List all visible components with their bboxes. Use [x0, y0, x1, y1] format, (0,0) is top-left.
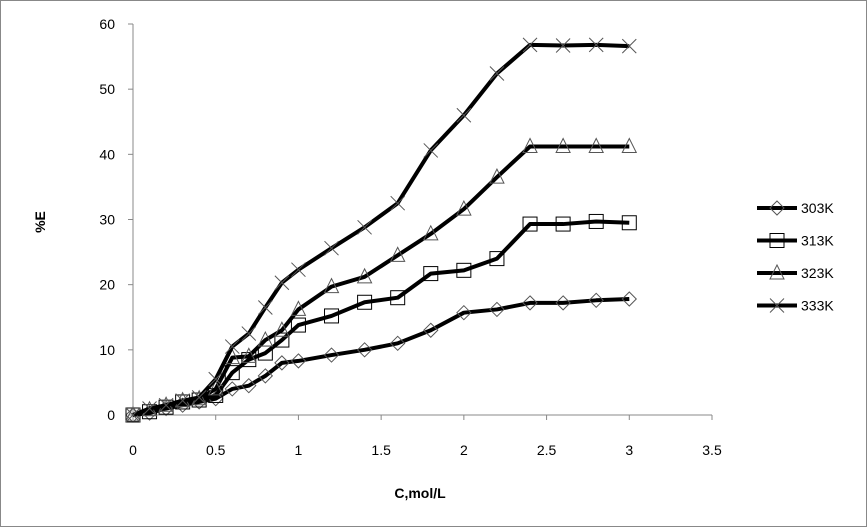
triangle-marker: [274, 321, 290, 337]
square-marker: [588, 213, 604, 229]
legend-item: 303K: [757, 200, 834, 216]
y-tick-label: 60: [99, 16, 115, 32]
legend-item: 323K: [757, 263, 834, 281]
triangle-marker: [769, 263, 785, 280]
y-tick-label: 30: [99, 212, 115, 228]
x-tick-label: 3: [625, 442, 633, 458]
x-marker: [191, 390, 207, 405]
triangle-marker: [207, 379, 224, 396]
triangle-marker: [621, 137, 638, 154]
x-tick-label: 1.5: [371, 442, 391, 458]
x-marker: [456, 107, 472, 123]
legend-item: 313K: [757, 233, 834, 249]
square-marker: [555, 216, 571, 232]
x-tick-label: 2: [460, 442, 468, 458]
x-marker: [769, 298, 785, 313]
y-tick-label: 20: [99, 277, 115, 293]
triangle-marker: [522, 137, 538, 154]
x-marker: [324, 240, 339, 256]
y-tick-label: 40: [99, 146, 115, 162]
x-tick-label: 1: [295, 442, 303, 458]
square-marker: [456, 262, 472, 278]
x-marker: [257, 300, 273, 315]
x-marker: [241, 326, 257, 341]
y-tick-label: 10: [99, 342, 115, 358]
x-marker: [357, 219, 372, 235]
triangle-marker: [290, 300, 307, 316]
square-marker: [621, 215, 637, 231]
diamond-marker: [389, 335, 406, 352]
diamond-marker: [224, 381, 240, 397]
legend-item: 333K: [757, 298, 834, 314]
x-marker: [224, 339, 240, 354]
square-marker: [522, 216, 538, 232]
x-marker: [274, 275, 290, 291]
x-marker: [158, 397, 174, 413]
x-marker: [621, 38, 637, 54]
triangle-marker: [422, 224, 439, 241]
diamond-marker: [456, 304, 472, 321]
x-tick-label: 0.5: [206, 442, 226, 458]
x-marker: [588, 37, 604, 53]
square-marker: [390, 290, 406, 306]
square-marker: [241, 352, 257, 368]
x-tick-label: 2.5: [537, 442, 557, 458]
diamond-marker: [257, 368, 274, 384]
x-marker: [390, 195, 406, 211]
square-marker: [769, 233, 785, 248]
square-marker: [274, 332, 290, 348]
x-marker: [125, 407, 141, 423]
diamond-marker: [621, 291, 637, 307]
square-marker: [423, 266, 439, 282]
y-axis-title: %E: [32, 211, 48, 233]
triangle-marker: [555, 137, 571, 154]
x-axis-title: C,mol/L: [394, 485, 446, 501]
x-marker: [522, 37, 538, 53]
diamond-marker: [423, 322, 439, 338]
triangle-marker: [489, 168, 505, 184]
diamond-marker: [290, 353, 307, 369]
square-marker: [324, 308, 340, 324]
x-marker: [175, 393, 190, 409]
x-marker: [489, 66, 505, 81]
x-marker: [291, 262, 306, 278]
y-tick-label: 0: [107, 407, 115, 423]
legend-label: 313K: [801, 233, 834, 249]
diamond-marker: [274, 355, 290, 371]
triangle-marker: [257, 330, 274, 347]
x-marker: [423, 143, 439, 158]
square-marker: [489, 251, 505, 267]
diamond-marker: [555, 295, 571, 311]
x-marker: [208, 371, 224, 387]
series-333K: [125, 37, 637, 423]
diamond-marker: [356, 342, 373, 358]
x-marker: [555, 38, 571, 53]
triangle-marker: [389, 246, 406, 262]
diamond-marker: [588, 292, 604, 309]
diamond-marker: [323, 347, 340, 363]
diamond-marker: [769, 200, 785, 216]
triangle-marker: [323, 277, 340, 294]
legend-label: 333K: [801, 298, 834, 314]
triangle-marker: [356, 267, 373, 284]
x-marker: [142, 401, 157, 416]
x-tick-label: 3.5: [702, 442, 722, 458]
x-tick-label: 0: [129, 442, 137, 458]
square-marker: [290, 317, 306, 333]
square-marker: [357, 294, 373, 310]
diamond-marker: [241, 377, 257, 394]
diamond-marker: [522, 295, 538, 311]
triangle-marker: [240, 347, 257, 363]
triangle-marker: [588, 137, 605, 154]
triangle-marker: [456, 199, 472, 216]
y-tick-label: 50: [99, 81, 115, 97]
legend-label: 323K: [801, 265, 834, 281]
diamond-marker: [489, 301, 505, 318]
legend-label: 303K: [801, 200, 834, 216]
